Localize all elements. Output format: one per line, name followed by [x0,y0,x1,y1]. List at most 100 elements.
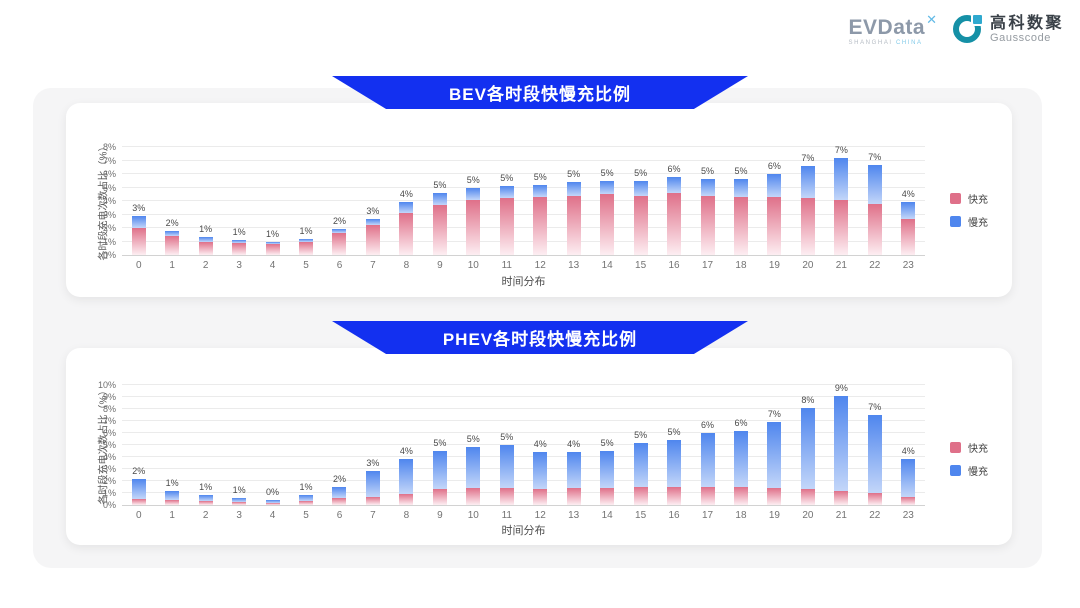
slow-charge-segment [767,174,782,197]
slow-charge-segment [499,445,514,489]
slow-charge-segment [499,186,514,199]
x-tick-label: 15 [635,260,647,271]
gridline [122,432,925,433]
slow-charge-swatch-icon [950,216,961,227]
bar-hour-18 [733,430,748,505]
slow-charge-segment [165,490,180,501]
gridline [122,468,925,469]
x-tick-label: 0 [135,510,142,521]
slow-charge-segment [466,187,481,200]
x-tick-label: 23 [902,260,914,271]
bar-total-label: 3% [366,205,380,216]
slow-charge-segment [901,202,916,219]
fast-charge-segment [466,488,481,505]
bar-hour-11 [499,186,514,255]
bar-hour-17 [700,179,715,255]
phev-plot-area: 2% 1% 1% 1% 0% 1% 2% 3% 4% 5% 5% 5% 4% 4% 5% 5% 5% 6% 6% 7%… [122,383,925,506]
bar-hour-13 [566,452,581,505]
bar-hour-21 [834,395,849,505]
bar-hour-4 [265,242,280,255]
x-tick-label: 3 [236,510,242,521]
fast-charge-segment [566,488,581,505]
bev-legend-item-fast[interactable]: 快充 [950,191,988,206]
fast-charge-segment [533,489,548,505]
bar-total-label: 1% [299,481,313,492]
slow-charge-segment [633,442,648,487]
gridline [122,396,925,397]
x-tick-label: 9 [437,260,443,271]
bev-legend-item-slow[interactable]: 慢充 [950,214,988,229]
x-tick-label: 8 [403,260,410,271]
x-tick-label: 14 [601,260,613,271]
gridline [122,159,925,161]
bar-total-label: 5% [433,438,447,448]
fast-charge-segment [633,487,648,505]
fast-charge-segment [600,488,615,505]
slow-charge-segment [265,242,280,244]
slow-charge-segment [299,494,314,502]
bev-title: BEV各时段快慢充比例 [449,85,631,104]
slow-charge-segment [365,218,380,226]
x-tick-label: 13 [568,510,580,521]
slow-charge-segment [800,407,815,490]
fast-charge-segment [767,488,782,505]
fast-charge-segment [901,496,916,505]
bar-hour-2 [198,237,213,255]
phev-legend-item-slow[interactable]: 慢充 [950,463,988,478]
phev-legend: 快充 慢充 [950,440,988,478]
gausscode-logo: 高科数聚 Gausscode [952,13,1064,44]
slow-charge-segment [432,192,447,206]
phev-title: PHEV各时段快慢充比例 [442,330,638,349]
bar-total-label: 7% [834,144,848,155]
y-tick-label: 8% [102,142,116,152]
x-tick-label: 2 [202,260,209,271]
slow-charge-segment [533,452,548,490]
fast-charge-segment [667,192,682,255]
bar-hour-7 [365,218,380,255]
fast-charge-segment [633,195,648,255]
bev-legend-label-fast: 快充 [968,195,988,206]
slow-charge-segment [299,238,314,242]
fast-charge-segment [432,205,447,255]
slow-charge-segment [432,451,447,490]
slow-charge-segment [834,395,849,491]
bev-x-axis-label: 时间分布 [501,276,546,288]
gridline [122,240,925,242]
evdata-subtext: SHANGHAI CHINA [849,40,937,46]
gridline [122,420,925,421]
fast-charge-segment [399,213,414,255]
x-tick-label: 11 [501,260,512,271]
x-tick-label: 19 [768,260,780,271]
bar-total-label: 5% [600,438,614,448]
slow-charge-segment [700,433,715,487]
phev-title-banner: PHEV各时段快慢充比例 [332,321,748,354]
bar-hour-8 [399,459,414,505]
bar-hour-2 [198,495,213,505]
x-tick-label: 20 [802,510,814,521]
fast-charge-segment [800,489,815,505]
slow-charge-segment [733,179,748,197]
y-tick-label: 6% [102,169,116,179]
x-tick-label: 9 [437,510,443,521]
gridline [122,444,925,445]
fast-charge-segment [733,487,748,505]
bar-total-label: 8% [801,394,815,405]
bar-hour-3 [232,240,247,255]
bev-legend-label-slow: 慢充 [968,218,988,229]
x-tick-label: 2 [202,510,209,521]
gausscode-en-name: Gausscode [989,31,1052,44]
slow-charge-segment [165,230,180,237]
bar-total-label: 6% [667,163,681,174]
gridline [122,384,925,385]
slow-charge-segment [600,451,615,489]
bar-total-label: 1% [266,229,280,240]
evdata-x-icon: ✕ [926,12,937,27]
bar-total-label: 2% [332,474,346,484]
bar-total-label: 7% [801,152,815,163]
fast-charge-segment [399,494,414,505]
slow-charge-segment [332,487,347,498]
gridline [122,173,925,174]
bar-hour-9 [432,192,447,255]
bar-total-label: 1% [232,227,246,238]
phev-legend-item-fast[interactable]: 快充 [950,440,988,455]
